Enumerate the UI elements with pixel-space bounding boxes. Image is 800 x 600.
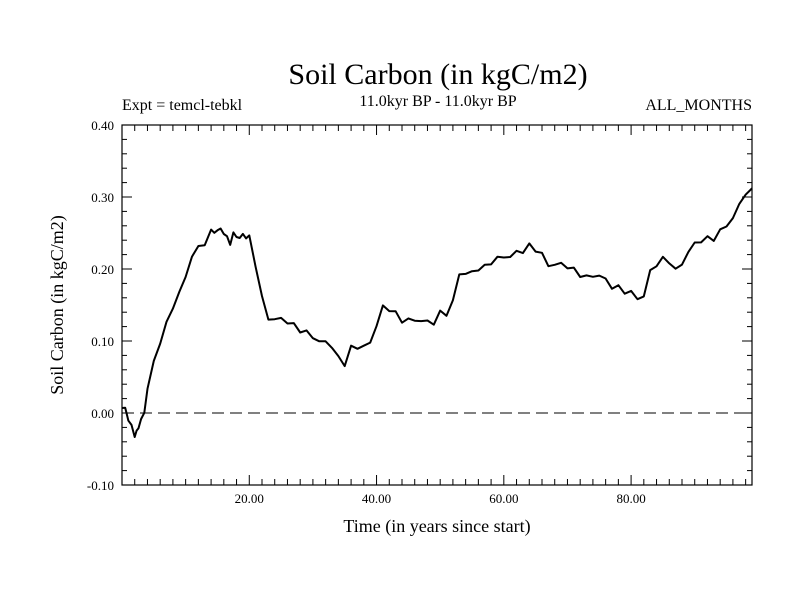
y-tick-label: 0.30 [91,190,114,205]
y-axis-label: Soil Carbon (in kgC/m2) [47,215,68,395]
x-axis-ticks [121,125,747,485]
x-tick-label: 40.00 [362,491,391,506]
experiment-label: Expt = temcl-tebkl [122,97,243,114]
y-tick-label: 0.00 [91,406,114,421]
y-tick-label: 0.20 [91,262,114,277]
period-label: ALL_MONTHS [645,97,752,114]
y-tick-label: -0.10 [87,478,114,493]
x-axis-label: Time (in years since start) [343,516,530,537]
series-line-0 [121,187,753,438]
chart-subtitle: 11.0kyr BP - 11.0kyr BP [359,93,516,110]
x-axis-tick-labels: 20.00 40.00 60.00 80.00 [235,491,646,506]
x-tick-label: 80.00 [616,491,645,506]
y-tick-label: 0.40 [91,118,114,133]
x-tick-label: 20.00 [235,491,264,506]
x-tick-label: 60.00 [489,491,518,506]
chart-title: Soil Carbon (in kgC/m2) [288,58,587,91]
plot-frame [121,124,753,486]
y-axis-tick-labels: -0.10 0.00 0.10 0.20 0.30 0.40 [87,118,114,493]
series-layer [121,187,753,438]
y-tick-label: 0.10 [91,334,114,349]
y-axis-ticks [122,124,752,486]
